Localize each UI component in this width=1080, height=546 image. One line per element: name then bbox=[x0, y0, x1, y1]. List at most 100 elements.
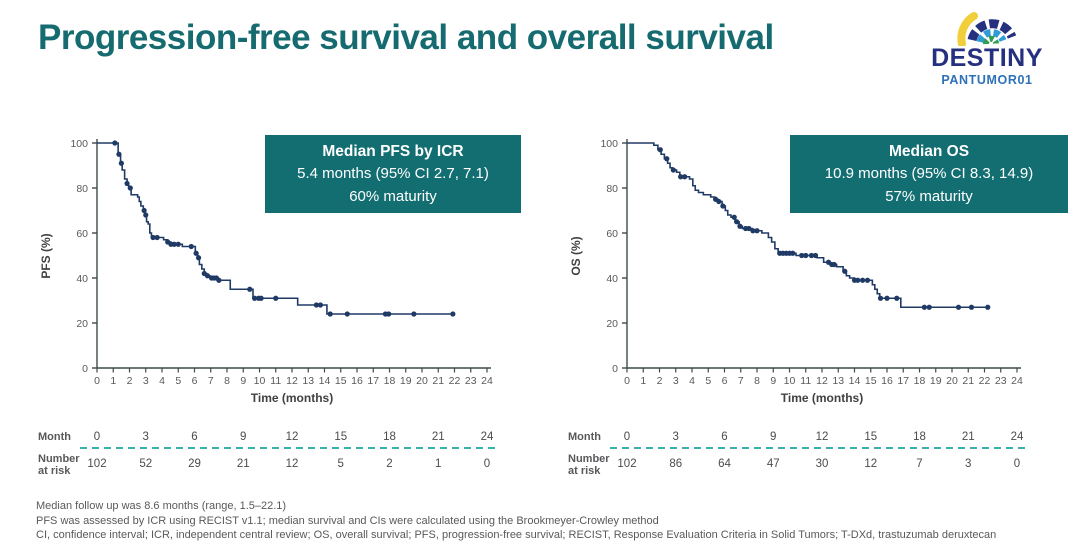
risk-value: 7 bbox=[916, 458, 922, 470]
censor-mark bbox=[720, 203, 726, 209]
x-tick-label: 22 bbox=[979, 375, 991, 387]
risk-month-value: 12 bbox=[816, 431, 829, 443]
censor-mark bbox=[926, 304, 932, 310]
censor-mark bbox=[344, 311, 350, 317]
risk-number-label: Number bbox=[38, 453, 80, 465]
x-tick-label: 10 bbox=[784, 375, 796, 387]
x-tick-label: 20 bbox=[416, 375, 428, 387]
risk-number-label: at risk bbox=[568, 465, 601, 477]
destiny-pantumor01-logo: DESTINY PANTUMOR01 bbox=[922, 4, 1052, 87]
censor-mark bbox=[327, 311, 333, 317]
censor-mark bbox=[808, 252, 815, 259]
x-tick-label: 18 bbox=[384, 375, 396, 387]
censor-mark bbox=[746, 225, 752, 232]
x-tick-label: 19 bbox=[930, 375, 942, 387]
censor-mark bbox=[790, 250, 796, 256]
censor-mark bbox=[175, 241, 181, 247]
pfs-chart: 0 20 40 60 80 100 0 1 2 3 4 5 6 7 8 9 10 11 12 13 14 15 16 17 18… bbox=[30, 118, 545, 483]
x-tick-label: 15 bbox=[335, 375, 347, 387]
risk-month-value: 21 bbox=[962, 431, 975, 443]
censor-mark bbox=[247, 286, 253, 292]
y-tick-label: 20 bbox=[606, 318, 618, 330]
risk-value: 2 bbox=[386, 458, 392, 470]
risk-value: 21 bbox=[237, 458, 250, 470]
censor-mark bbox=[657, 147, 663, 153]
pfs-median-box-line1: 5.4 months (95% CI 2.7, 7.1) bbox=[297, 165, 489, 183]
x-tick-label: 17 bbox=[897, 375, 909, 387]
censor-mark bbox=[855, 277, 861, 283]
risk-month-value: 24 bbox=[481, 431, 494, 443]
y-tick-label: 80 bbox=[606, 183, 618, 195]
risk-month-value: 3 bbox=[143, 431, 149, 443]
censor-mark bbox=[812, 252, 819, 259]
x-tick-label: 8 bbox=[754, 375, 760, 387]
destiny-logo-arc-icon bbox=[957, 12, 1017, 46]
censor-mark bbox=[450, 311, 456, 317]
page-title: Progression-free survival and overall su… bbox=[38, 18, 774, 57]
risk-month-value: 18 bbox=[383, 431, 396, 443]
x-tick-label: 23 bbox=[995, 375, 1007, 387]
censor-mark bbox=[116, 151, 122, 157]
logo-blue-fan-outer bbox=[967, 19, 1017, 42]
risk-month-value: 0 bbox=[94, 431, 100, 443]
x-tick-label: 8 bbox=[224, 375, 230, 387]
x-tick-label: 22 bbox=[449, 375, 461, 387]
censor-mark bbox=[204, 273, 211, 279]
x-tick-label: 11 bbox=[800, 375, 811, 387]
x-tick-label: 10 bbox=[254, 375, 266, 387]
censor-mark bbox=[877, 295, 884, 301]
x-tick-label: 3 bbox=[143, 375, 149, 387]
x-tick-label: 24 bbox=[1011, 375, 1023, 387]
censor-mark bbox=[171, 241, 177, 247]
censor-mark bbox=[118, 160, 124, 166]
risk-value: 12 bbox=[864, 458, 877, 470]
risk-month-header: Month bbox=[568, 431, 601, 443]
x-tick-label: 19 bbox=[400, 375, 412, 387]
y-axis-title: OS (%) bbox=[569, 236, 583, 275]
x-tick-label: 20 bbox=[946, 375, 958, 387]
risk-value: 0 bbox=[1014, 458, 1020, 470]
censor-mark bbox=[737, 223, 743, 229]
x-tick-label: 5 bbox=[175, 375, 181, 387]
censor-mark bbox=[664, 156, 670, 162]
risk-month-value: 21 bbox=[432, 431, 445, 443]
risk-month-value: 15 bbox=[864, 431, 877, 443]
logo-name-text: DESTINY bbox=[931, 44, 1043, 72]
pfs-median-box: Median PFS by ICR 5.4 months (95% CI 2.7… bbox=[265, 135, 521, 213]
censor-mark bbox=[716, 198, 722, 205]
censor-mark bbox=[112, 140, 118, 146]
y-tick-label: 60 bbox=[76, 228, 88, 240]
y-tick-label: 60 bbox=[606, 228, 618, 240]
os-chart: 0 20 40 60 80 100 0 1 2 3 4 5 6 7 8 9 10 11 12 13 14 15 16 17 18… bbox=[560, 118, 1075, 483]
y-tick-label: 0 bbox=[612, 363, 618, 375]
censor-mark bbox=[252, 295, 258, 301]
censor-mark bbox=[682, 174, 688, 180]
censor-mark bbox=[921, 304, 927, 310]
risk-value: 86 bbox=[669, 458, 682, 470]
risk-month-value: 3 bbox=[673, 431, 679, 443]
x-tick-label: 13 bbox=[302, 375, 314, 387]
x-tick-label: 21 bbox=[962, 375, 974, 387]
y-tick-label: 80 bbox=[76, 183, 88, 195]
censor-mark bbox=[127, 185, 133, 191]
x-tick-label: 24 bbox=[481, 375, 493, 387]
y-tick-label: 40 bbox=[76, 273, 88, 285]
x-tick-label: 9 bbox=[770, 375, 776, 387]
censor-mark bbox=[124, 180, 130, 187]
x-tick-label: 0 bbox=[624, 375, 630, 387]
os-median-box-line1: 10.9 months (95% CI 8.3, 14.9) bbox=[824, 165, 1034, 183]
censor-mark bbox=[150, 234, 156, 241]
x-tick-label: 2 bbox=[127, 375, 133, 387]
y-tick-label: 0 bbox=[82, 363, 88, 375]
censor-mark bbox=[894, 295, 900, 301]
censor-mark bbox=[313, 302, 319, 308]
x-tick-label: 18 bbox=[914, 375, 926, 387]
os-median-box-title: Median OS bbox=[888, 142, 970, 160]
logo-yellow-swoosh bbox=[957, 12, 978, 46]
x-axis-title: Time (months) bbox=[251, 391, 333, 405]
risk-number-label: Number bbox=[568, 453, 610, 465]
x-tick-label: 16 bbox=[881, 375, 893, 387]
footnotes: Median follow up was 8.6 months (range, … bbox=[36, 499, 996, 543]
risk-month-header: Month bbox=[38, 431, 71, 443]
